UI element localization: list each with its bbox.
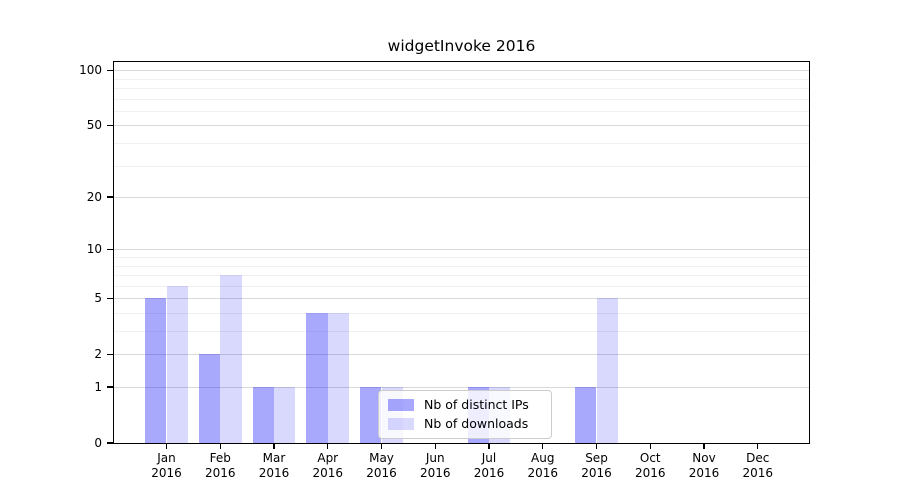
- x-tick-label-nov: Nov 2016: [688, 451, 720, 480]
- bar-distinct-ips-mar: [252, 387, 274, 443]
- chart-title: widgetInvoke 2016: [387, 37, 536, 55]
- minor-gridline-30: [114, 165, 809, 167]
- major-gridline-50: [114, 125, 809, 127]
- major-gridline-2: [114, 354, 809, 356]
- bar-distinct-ips-sep: [575, 387, 597, 443]
- x-tick-label-jul: Jul 2016: [473, 451, 505, 480]
- minor-gridline-6: [114, 285, 809, 287]
- minor-gridline-7: [114, 275, 809, 277]
- bar-distinct-ips-feb: [198, 354, 221, 443]
- x-tick-label-mar: Mar 2016: [258, 451, 290, 480]
- minor-gridline-4: [114, 312, 809, 314]
- minor-gridline-60: [114, 110, 809, 112]
- legend-item-downloads: Nb of downloads: [388, 416, 541, 431]
- bar-downloads-feb: [220, 275, 242, 443]
- legend-swatch-distinct-ips: [388, 398, 414, 411]
- bar-downloads-sep: [596, 298, 618, 443]
- minor-gridline-8: [114, 265, 809, 267]
- x-tick-label-jun: Jun 2016: [419, 451, 451, 480]
- y-tick-label-1: 1: [94, 380, 102, 394]
- y-tick-label-100: 100: [79, 63, 102, 78]
- y-tick-label-10: 10: [86, 242, 102, 257]
- bar-distinct-ips-apr: [306, 312, 328, 443]
- major-gridline-10: [114, 249, 809, 251]
- y-tick-label-0: 0: [94, 436, 102, 450]
- bar-downloads-jan: [166, 285, 188, 443]
- x-tick-label-apr: Apr 2016: [312, 451, 344, 480]
- y-tick-label-5: 5: [94, 291, 102, 306]
- bar-distinct-ips-jan: [145, 298, 167, 443]
- major-gridline-100: [114, 70, 809, 72]
- y-tick-label-50: 50: [86, 118, 102, 133]
- grid-layer: [114, 62, 809, 443]
- bar-downloads-mar: [274, 387, 296, 443]
- x-tick-label-aug: Aug 2016: [527, 451, 559, 480]
- minor-gridline-80: [114, 88, 809, 90]
- minor-gridline-90: [114, 78, 809, 80]
- minor-gridline-40: [114, 143, 809, 145]
- y-tick-label-20: 20: [86, 190, 102, 205]
- major-gridline-1: [114, 387, 809, 388]
- y-tick-label-2: 2: [94, 347, 102, 362]
- legend-label-distinct-ips: Nb of distinct IPs: [424, 397, 529, 412]
- major-gridline-5: [114, 298, 809, 300]
- major-gridline-20: [114, 197, 809, 199]
- x-tick-label-may: May 2016: [366, 451, 397, 480]
- bar-downloads-apr: [327, 312, 350, 443]
- legend-item-distinct-ips: Nb of distinct IPs: [388, 397, 541, 412]
- x-tick-label-feb: Feb 2016: [204, 451, 236, 480]
- legend-swatch-downloads: [388, 417, 414, 430]
- minor-gridline-70: [114, 98, 809, 100]
- legend: Nb of distinct IPs Nb of downloads: [378, 390, 552, 439]
- x-tick-label-dec: Dec 2016: [742, 451, 774, 480]
- plot-area: Nb of distinct IPs Nb of downloads: [113, 61, 810, 444]
- x-tick-label-oct: Oct 2016: [634, 451, 666, 480]
- minor-gridline-3: [114, 331, 809, 333]
- minor-gridline-9: [114, 257, 809, 258]
- bars-layer: [114, 62, 809, 443]
- x-tick-label-sep: Sep 2016: [581, 451, 612, 480]
- x-tick-label-jan: Jan 2016: [151, 451, 182, 480]
- bar-distinct-ips-may: [360, 387, 382, 443]
- legend-label-downloads: Nb of downloads: [424, 416, 529, 431]
